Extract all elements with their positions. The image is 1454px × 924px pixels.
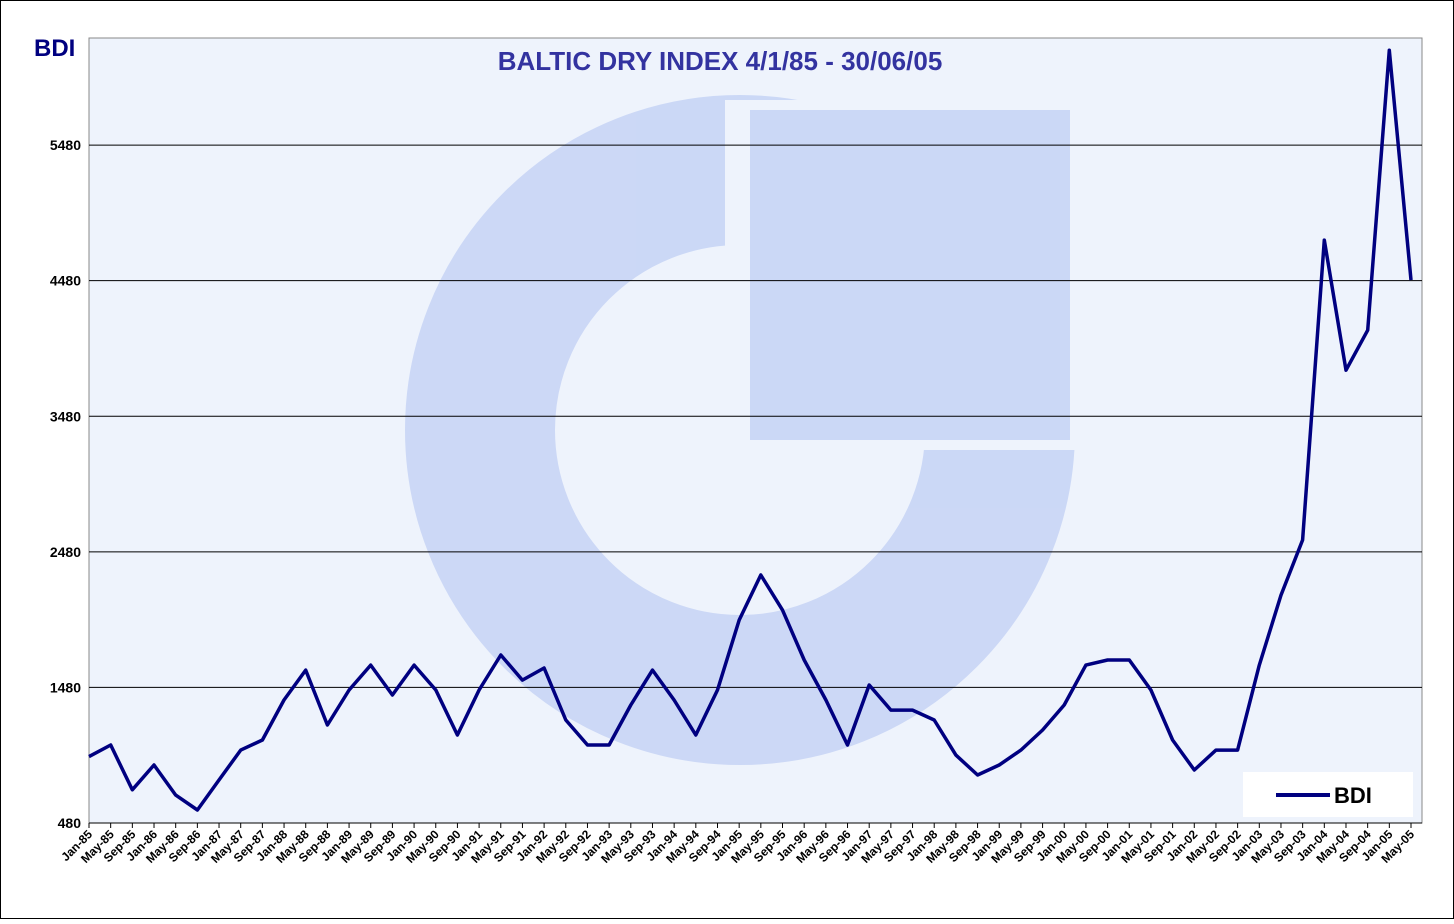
y-tick-label: 480 — [58, 815, 82, 831]
chart-title: BALTIC DRY INDEX 4/1/85 - 30/06/05 — [498, 46, 943, 76]
y-tick-label: 5480 — [50, 137, 81, 153]
y-tick-label: 3480 — [50, 408, 81, 424]
data-line — [88, 48, 1413, 812]
y-tick-label: 2480 — [50, 544, 81, 560]
plot-area — [88, 37, 1423, 824]
y-tick-label: 4480 — [50, 273, 81, 289]
y-axis-label: BDI — [34, 35, 75, 62]
legend-label: BDI — [1334, 783, 1372, 808]
watermark — [405, 95, 1075, 765]
y-tick-label: 1480 — [50, 679, 81, 695]
